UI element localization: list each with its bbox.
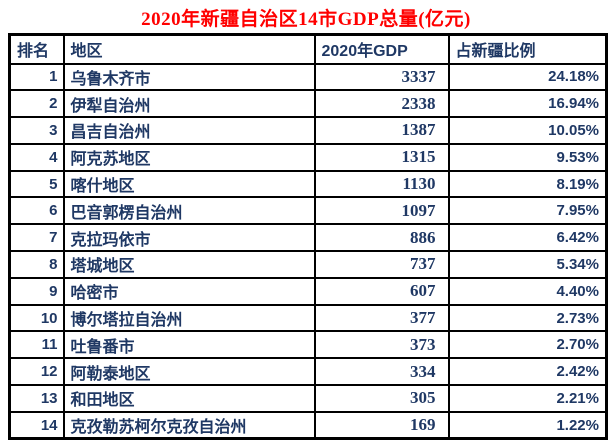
rank-cell: 9 bbox=[8, 276, 65, 306]
table-row: 14 克孜勒苏柯尔克孜自治州 169 1.22% bbox=[8, 410, 608, 440]
rank-cell: 5 bbox=[8, 169, 65, 199]
region-cell: 昌吉自治州 bbox=[62, 116, 316, 145]
share-cell: 6.42% bbox=[447, 223, 608, 253]
rank-cell: 2 bbox=[8, 89, 65, 119]
table-row: 4 阿克苏地区 1315 9.53% bbox=[8, 142, 608, 172]
table-body: 1 乌鲁木齐市 3337 24.18% 2 伊犁自治州 2338 16.94% 3 昌吉自治州 13… bbox=[8, 62, 608, 440]
gdp-cell: 334 bbox=[313, 357, 450, 387]
table-header: 排名 地区 2020年GDP 占新疆比例 bbox=[8, 33, 608, 65]
gdp-cell: 607 bbox=[313, 276, 450, 306]
rank-cell: 8 bbox=[8, 250, 65, 279]
share-cell: 24.18% bbox=[447, 62, 608, 92]
share-cell: 9.53% bbox=[447, 142, 608, 172]
share-cell: 2.21% bbox=[447, 384, 608, 413]
header-cell-rank: 排名 bbox=[8, 33, 65, 65]
gdp-cell: 1130 bbox=[313, 169, 450, 199]
rank-cell: 14 bbox=[8, 410, 65, 440]
page-title: 2020年新疆自治区14市GDP总量(亿元) bbox=[141, 9, 471, 30]
table-row: 1 乌鲁木齐市 3337 24.18% bbox=[8, 62, 608, 92]
rank-cell: 11 bbox=[8, 330, 65, 360]
table-row: 3 昌吉自治州 1387 10.05% bbox=[8, 116, 608, 145]
gdp-cell: 305 bbox=[313, 384, 450, 413]
region-cell: 阿勒泰地区 bbox=[62, 357, 316, 387]
rank-cell: 6 bbox=[8, 196, 65, 226]
table-row: 8 塔城地区 737 5.34% bbox=[8, 250, 608, 279]
gdp-cell: 2338 bbox=[313, 89, 450, 119]
share-cell: 2.73% bbox=[447, 303, 608, 333]
table-row: 5 喀什地区 1130 8.19% bbox=[8, 169, 608, 199]
gdp-cell: 737 bbox=[313, 250, 450, 279]
rank-cell: 1 bbox=[8, 62, 65, 92]
header-cell-region: 地区 bbox=[62, 33, 316, 65]
table-row: 7 克拉玛依市 886 6.42% bbox=[8, 223, 608, 253]
share-cell: 16.94% bbox=[447, 89, 608, 119]
share-cell: 7.95% bbox=[447, 196, 608, 226]
header-cell-share: 占新疆比例 bbox=[447, 33, 608, 65]
table-row: 9 哈密市 607 4.40% bbox=[8, 276, 608, 306]
share-cell: 10.05% bbox=[447, 116, 608, 145]
table-row: 6 巴音郭楞自治州 1097 7.95% bbox=[8, 196, 608, 226]
share-cell: 5.34% bbox=[447, 250, 608, 279]
gdp-cell: 1097 bbox=[313, 196, 450, 226]
rank-cell: 7 bbox=[8, 223, 65, 253]
gdp-cell: 1387 bbox=[313, 116, 450, 145]
gdp-table: 排名 地区 2020年GDP 占新疆比例 1 乌鲁木齐市 3337 24.18% 2 伊犁… bbox=[8, 33, 608, 441]
region-cell: 和田地区 bbox=[62, 384, 316, 413]
table-row: 12 阿勒泰地区 334 2.42% bbox=[8, 357, 608, 387]
header-cell-gdp: 2020年GDP bbox=[313, 33, 450, 65]
rank-cell: 13 bbox=[8, 384, 65, 413]
region-cell: 克孜勒苏柯尔克孜自治州 bbox=[62, 410, 316, 440]
region-cell: 哈密市 bbox=[62, 276, 316, 306]
region-cell: 博尔塔拉自治州 bbox=[62, 303, 316, 333]
region-cell: 阿克苏地区 bbox=[62, 142, 316, 172]
header-row: 排名 地区 2020年GDP 占新疆比例 bbox=[8, 33, 608, 65]
gdp-cell: 1315 bbox=[313, 142, 450, 172]
share-cell: 1.22% bbox=[447, 410, 608, 440]
region-cell: 乌鲁木齐市 bbox=[62, 62, 316, 92]
region-cell: 克拉玛依市 bbox=[62, 223, 316, 253]
share-cell: 4.40% bbox=[447, 276, 608, 306]
rank-cell: 3 bbox=[8, 116, 65, 145]
region-cell: 塔城地区 bbox=[62, 250, 316, 279]
gdp-cell: 169 bbox=[313, 410, 450, 440]
gdp-cell: 373 bbox=[313, 330, 450, 360]
region-cell: 巴音郭楞自治州 bbox=[62, 196, 316, 226]
region-cell: 喀什地区 bbox=[62, 169, 316, 199]
share-cell: 2.42% bbox=[447, 357, 608, 387]
table-row: 11 吐鲁番市 373 2.70% bbox=[8, 330, 608, 360]
gdp-cell: 377 bbox=[313, 303, 450, 333]
table-row: 10 博尔塔拉自治州 377 2.73% bbox=[8, 303, 608, 333]
rank-cell: 4 bbox=[8, 142, 65, 172]
rank-cell: 10 bbox=[8, 303, 65, 333]
gdp-cell: 886 bbox=[313, 223, 450, 253]
share-cell: 2.70% bbox=[447, 330, 608, 360]
region-cell: 吐鲁番市 bbox=[62, 330, 316, 360]
share-cell: 8.19% bbox=[447, 169, 608, 199]
table-row: 2 伊犁自治州 2338 16.94% bbox=[8, 89, 608, 119]
table-row: 13 和田地区 305 2.21% bbox=[8, 384, 608, 413]
gdp-cell: 3337 bbox=[313, 62, 450, 92]
region-cell: 伊犁自治州 bbox=[62, 89, 316, 119]
rank-cell: 12 bbox=[8, 357, 65, 387]
